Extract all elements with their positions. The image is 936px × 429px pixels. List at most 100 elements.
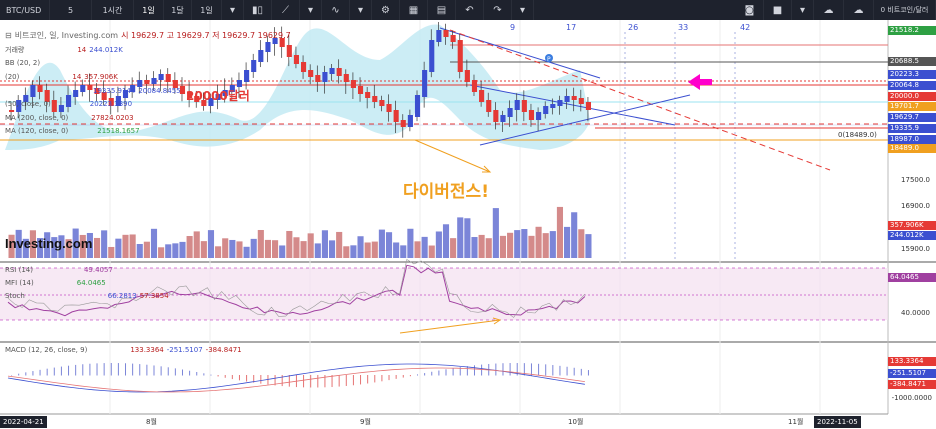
- volume-bar: [364, 242, 371, 258]
- macd-tag-1: 133.3364: [888, 357, 936, 366]
- ma50-val: 20223.3390: [89, 100, 133, 108]
- macd-bar: [110, 363, 112, 376]
- volume-bar: [101, 230, 108, 258]
- volume-bar: [485, 238, 492, 258]
- volume-bar: [571, 212, 578, 258]
- macd-bar: [18, 373, 20, 376]
- volume-bar: [44, 232, 51, 258]
- candle: [251, 60, 257, 72]
- candle: [336, 68, 342, 76]
- macd-axis-label: -1000.0000: [891, 394, 932, 402]
- candle: [23, 95, 29, 102]
- volume-val2: 244.012K: [89, 46, 123, 54]
- chevron-down-icon[interactable]: ▾: [792, 0, 814, 20]
- candle: [536, 112, 542, 120]
- candle: [172, 80, 178, 88]
- chevron-down-icon[interactable]: ▾: [300, 0, 322, 20]
- volume-bar: [393, 242, 400, 258]
- volume-bar: [236, 241, 243, 258]
- price-label-15900: 15900.0: [901, 245, 930, 253]
- volume-bar: [257, 229, 264, 258]
- candle: [493, 110, 499, 122]
- redo-icon[interactable]: ↷: [484, 0, 512, 20]
- candle-type-icon[interactable]: ▮▯: [244, 0, 272, 20]
- candle: [222, 90, 228, 96]
- candle: [500, 115, 506, 122]
- cloud-upload-icon[interactable]: ☁: [844, 0, 874, 20]
- price-tag: 20688.5: [888, 57, 936, 66]
- macd-histogram: [11, 363, 589, 388]
- volume-bar: [450, 238, 457, 258]
- camera-icon[interactable]: ◙: [736, 0, 764, 20]
- top-time-label: 17: [566, 23, 577, 32]
- volume-bar: [314, 243, 321, 258]
- color-swatch-icon[interactable]: ■: [764, 0, 792, 20]
- macd-bar: [502, 363, 504, 376]
- volume-bar: [286, 230, 293, 258]
- rsi-label: RSI (14): [5, 266, 33, 274]
- interval-1d[interactable]: 1일: [134, 0, 164, 20]
- macd-bar: [281, 375, 283, 387]
- undo-icon[interactable]: ↶: [456, 0, 484, 20]
- ma50-legend[interactable]: (50, close, 0) 20223.3390: [5, 100, 132, 108]
- interval-1mo[interactable]: 1달: [164, 0, 192, 20]
- chart-title-legend: ⊟ 비트코인, 일, Investing.com 시 19629.7 고 196…: [5, 30, 291, 41]
- chevron-down-icon[interactable]: ▾: [512, 0, 534, 20]
- volume-bar: [350, 245, 357, 258]
- candle: [244, 70, 250, 82]
- x-label-sep: 9월: [360, 418, 371, 426]
- volume-bar: [300, 241, 307, 258]
- ma20-label: (20): [5, 73, 20, 81]
- fib-label: 0(18489.0): [838, 131, 877, 139]
- volume-bar: [15, 229, 22, 258]
- collapse-icon[interactable]: ⊟: [5, 31, 12, 40]
- line-chart-icon[interactable]: ⟋: [272, 0, 300, 20]
- volume-bar: [279, 245, 286, 258]
- bb-values-legend[interactable]: 19335.9144 20084.8455: [5, 87, 181, 95]
- ma200-legend[interactable]: MA (200, close, 0) 27824.0203: [5, 114, 134, 122]
- chevron-down-icon[interactable]: ▾: [222, 0, 244, 20]
- macd-bar: [203, 373, 205, 376]
- macd-bar: [153, 365, 155, 376]
- macd-bar: [481, 364, 483, 376]
- symbol-label[interactable]: BTC/USD: [0, 0, 50, 20]
- rsi-legend[interactable]: RSI (14) 49.4057: [5, 266, 113, 274]
- ma20-legend[interactable]: (20) 14 357.906K: [5, 73, 118, 81]
- volume-bar: [72, 228, 79, 258]
- volume-bar: [328, 240, 336, 258]
- interval-5m[interactable]: 5: [50, 0, 92, 20]
- ohlc-readout: 시 19629.7 고 19629.7 저 19629.7 19629.7: [121, 31, 291, 40]
- macd-bar: [139, 364, 141, 376]
- cloud-icon[interactable]: ☁: [814, 0, 844, 20]
- volume-bar: [179, 241, 186, 258]
- volume-bar: [528, 235, 535, 258]
- interval-dropdown[interactable]: 1일: [192, 0, 222, 20]
- candle: [265, 42, 271, 52]
- macd-bar: [573, 367, 575, 376]
- candle: [208, 98, 214, 106]
- volume-legend[interactable]: 거래량 14 244.012K: [5, 45, 123, 55]
- compare-icon[interactable]: ∿: [322, 0, 350, 20]
- macd-bar: [538, 363, 540, 376]
- indicators-icon[interactable]: ▦: [400, 0, 428, 20]
- stoch-legend[interactable]: Stoch 66.2813 57.3854: [5, 292, 169, 300]
- interval-1h[interactable]: 1시간: [92, 0, 134, 20]
- candle: [343, 74, 349, 82]
- candle: [144, 80, 150, 84]
- templates-icon[interactable]: ▤: [428, 0, 456, 20]
- volume-bar: [122, 234, 129, 258]
- bollinger-band: [5, 24, 590, 150]
- price-tag: 18987.0: [888, 135, 936, 144]
- ma120-legend[interactable]: MA (120, close, 0) 21518.1657: [5, 127, 140, 135]
- volume-bar: [215, 246, 222, 258]
- macd-pane: [0, 342, 888, 414]
- gear-icon[interactable]: ⚙: [372, 0, 400, 20]
- vol-tag-1: 357.906K: [888, 221, 936, 230]
- volume-bar: [464, 218, 471, 258]
- bb-legend[interactable]: BB (20, 2): [5, 59, 40, 67]
- price-tag: 20000.0: [888, 92, 936, 101]
- mfi-legend[interactable]: MFI (14) 64.0465: [5, 279, 106, 287]
- macd-legend[interactable]: MACD (12, 26, close, 9) 133.3364 -251.51…: [5, 346, 242, 354]
- chevron-down-icon[interactable]: ▾: [350, 0, 372, 20]
